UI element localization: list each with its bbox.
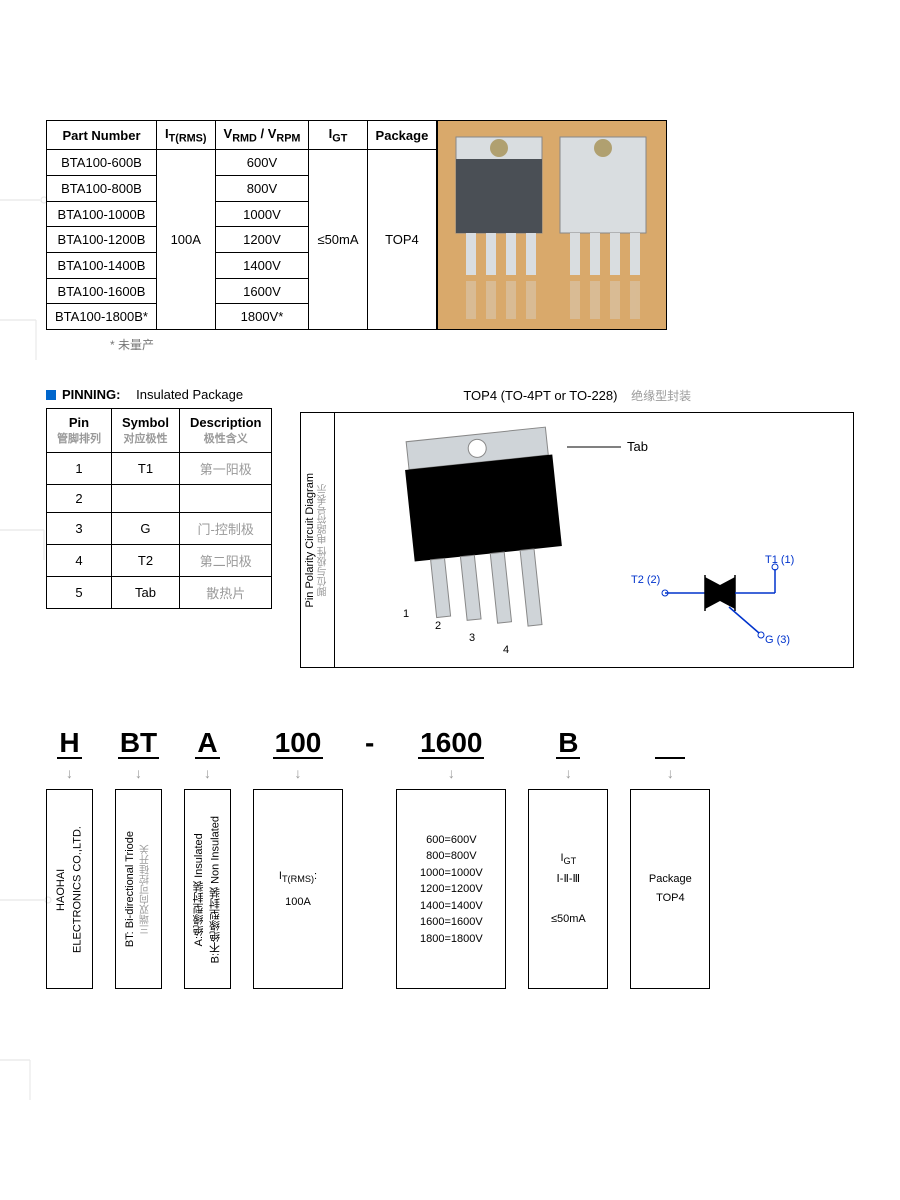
side-label-cn: 脚位与极性 电路符号表示 bbox=[318, 484, 329, 597]
col-vrmd: VRMD / VRPM bbox=[215, 121, 309, 150]
triac-g: G (3) bbox=[765, 634, 790, 646]
v-cell: 1400V bbox=[215, 253, 309, 279]
package-svg: 1 2 3 4 Tab bbox=[335, 413, 795, 667]
package-box: Pin Polarity Circuit Diagram 脚位与极性 电路符号表… bbox=[300, 412, 854, 668]
down-arrow-icon: ↓ bbox=[135, 765, 142, 781]
pin-num-4: 4 bbox=[503, 644, 509, 656]
legend-letter: B bbox=[556, 728, 580, 759]
legend-col-B: B ↓ IGT Ⅰ-Ⅱ-Ⅲ ≤50mA bbox=[528, 728, 608, 989]
legend-col-BT: BT ↓ BT: Bi-directional Triode 三端双向可控硅开关 bbox=[115, 728, 162, 989]
package-diagram: 1 2 3 4 Tab bbox=[335, 413, 853, 667]
component-photo bbox=[437, 120, 667, 330]
legend-col-A: A ↓ A:绝缘型封装 Insulated B:不绝缘型封装 Non Insul… bbox=[184, 728, 231, 989]
legend-box: IT(RMS): 100A bbox=[253, 789, 343, 989]
legend-col-1600: 1600 ↓ 600=600V 800=800V 1000=1000V 1200… bbox=[396, 728, 506, 989]
pn-cell: BTA100-600B bbox=[47, 150, 157, 176]
legend-box: Package TOP4 bbox=[630, 789, 710, 989]
down-arrow-icon: ↓ bbox=[295, 765, 302, 781]
pin-row: 3G门-控制极 bbox=[47, 513, 272, 545]
col-igt: IGT bbox=[309, 121, 367, 150]
package-side-label: Pin Polarity Circuit Diagram 脚位与极性 电路符号表… bbox=[301, 413, 335, 667]
v-cell: 600V bbox=[215, 150, 309, 176]
pinning-subtitle: Insulated Package bbox=[136, 387, 243, 402]
pin-row: 4T2第二阳极 bbox=[47, 545, 272, 577]
v-cell: 1600V bbox=[215, 278, 309, 304]
tab-label: Tab bbox=[627, 439, 648, 454]
pinning-prefix: PINNING: bbox=[62, 387, 121, 402]
pin-header-row: Pin管脚排列 Symbol对应极性 Description极性含义 bbox=[47, 409, 272, 453]
spec-footnote: * 未量产 bbox=[110, 336, 854, 353]
pin-row: 5Tab散热片 bbox=[47, 577, 272, 609]
col-part-number: Part Number bbox=[47, 121, 157, 150]
table-row: BTA100-600B 100A 600V ≤50mA TOP4 bbox=[47, 150, 437, 176]
datasheet-page: Part Number IT(RMS) VRMD / VRPM IGT Pack… bbox=[0, 0, 900, 989]
pinning-right: TOP4 (TO-4PT or TO-228) 绝缘型封装 Pin Polari… bbox=[300, 387, 854, 668]
pn-cell: BTA100-1600B bbox=[47, 278, 157, 304]
pin-num-3: 3 bbox=[469, 632, 475, 644]
legend-box: 600=600V 800=800V 1000=1000V 1200=1200V … bbox=[396, 789, 506, 989]
down-arrow-icon: ↓ bbox=[66, 765, 73, 781]
legend-box: HAOHAI ELECTRONICS CO.,LTD. bbox=[46, 789, 93, 989]
triac-t2: T2 (2) bbox=[631, 574, 660, 586]
table-header-row: Part Number IT(RMS) VRMD / VRPM IGT Pack… bbox=[47, 121, 437, 150]
legend-box: BT: Bi-directional Triode 三端双向可控硅开关 bbox=[115, 789, 162, 989]
legend-letter: BT bbox=[118, 728, 159, 759]
legend-col-pkg: ↓ Package TOP4 bbox=[630, 728, 710, 989]
legend-box: A:绝缘型封装 Insulated B:不绝缘型封装 Non Insulated bbox=[184, 789, 231, 989]
down-arrow-icon: ↓ bbox=[667, 765, 674, 781]
pn-cell: BTA100-1800B* bbox=[47, 304, 157, 330]
part-number-legend: H ↓ HAOHAI ELECTRONICS CO.,LTD. BT ↓ BT:… bbox=[46, 728, 854, 989]
pin-row: 1T1第一阳极 bbox=[47, 453, 272, 485]
sym-col: Symbol对应极性 bbox=[112, 409, 180, 453]
side-label: Pin Polarity Circuit Diagram bbox=[304, 473, 316, 607]
pin-num-1: 1 bbox=[403, 608, 409, 620]
package-title-text: TOP4 (TO-4PT or TO-228) bbox=[463, 388, 617, 403]
pin-col: Pin管脚排列 bbox=[47, 409, 112, 453]
down-arrow-icon: ↓ bbox=[204, 765, 211, 781]
pin-num-2: 2 bbox=[435, 620, 441, 632]
photo-illustration bbox=[438, 121, 668, 331]
desc-col: Description极性含义 bbox=[179, 409, 272, 453]
v-cell: 800V bbox=[215, 176, 309, 202]
v-cell: 1000V bbox=[215, 201, 309, 227]
legend-box: IGT Ⅰ-Ⅱ-Ⅲ ≤50mA bbox=[528, 789, 608, 989]
igt-cell: ≤50mA bbox=[309, 150, 367, 330]
pin-row: 2 bbox=[47, 485, 272, 513]
col-package: Package bbox=[367, 121, 437, 150]
legend-dash: - bbox=[365, 728, 374, 989]
legend-letter: 100 bbox=[273, 728, 324, 759]
pin-table: Pin管脚排列 Symbol对应极性 Description极性含义 1T1第一… bbox=[46, 408, 272, 609]
legend-letter: A bbox=[195, 728, 219, 759]
legend-letter: 1600 bbox=[418, 728, 484, 759]
v-cell: 1200V bbox=[215, 227, 309, 253]
pinning-left: PINNING: Insulated Package Pin管脚排列 Symbo… bbox=[46, 387, 272, 668]
current-cell: 100A bbox=[157, 150, 216, 330]
pn-cell: BTA100-1000B bbox=[47, 201, 157, 227]
pn-cell: BTA100-1200B bbox=[47, 227, 157, 253]
spec-table: Part Number IT(RMS) VRMD / VRPM IGT Pack… bbox=[46, 120, 437, 330]
legend-col-H: H ↓ HAOHAI ELECTRONICS CO.,LTD. bbox=[46, 728, 93, 989]
col-itrms: IT(RMS) bbox=[157, 121, 216, 150]
triac-t1: T1 (1) bbox=[765, 554, 794, 566]
package-title-cn: 绝缘型封装 bbox=[631, 389, 691, 403]
down-arrow-icon: ↓ bbox=[565, 765, 572, 781]
legend-col-100: 100 ↓ IT(RMS): 100A bbox=[253, 728, 343, 989]
package-title: TOP4 (TO-4PT or TO-228) 绝缘型封装 bbox=[300, 387, 854, 404]
blue-square-icon bbox=[46, 390, 56, 400]
pn-cell: BTA100-1400B bbox=[47, 253, 157, 279]
pinning-title: PINNING: Insulated Package bbox=[46, 387, 272, 402]
pn-cell: BTA100-800B bbox=[47, 176, 157, 202]
down-arrow-icon: ↓ bbox=[448, 765, 455, 781]
v-cell: 1800V* bbox=[215, 304, 309, 330]
pinning-block: PINNING: Insulated Package Pin管脚排列 Symbo… bbox=[46, 387, 854, 668]
pkg-cell: TOP4 bbox=[367, 150, 437, 330]
legend-letter: H bbox=[57, 728, 81, 759]
spec-block: Part Number IT(RMS) VRMD / VRPM IGT Pack… bbox=[46, 120, 854, 330]
